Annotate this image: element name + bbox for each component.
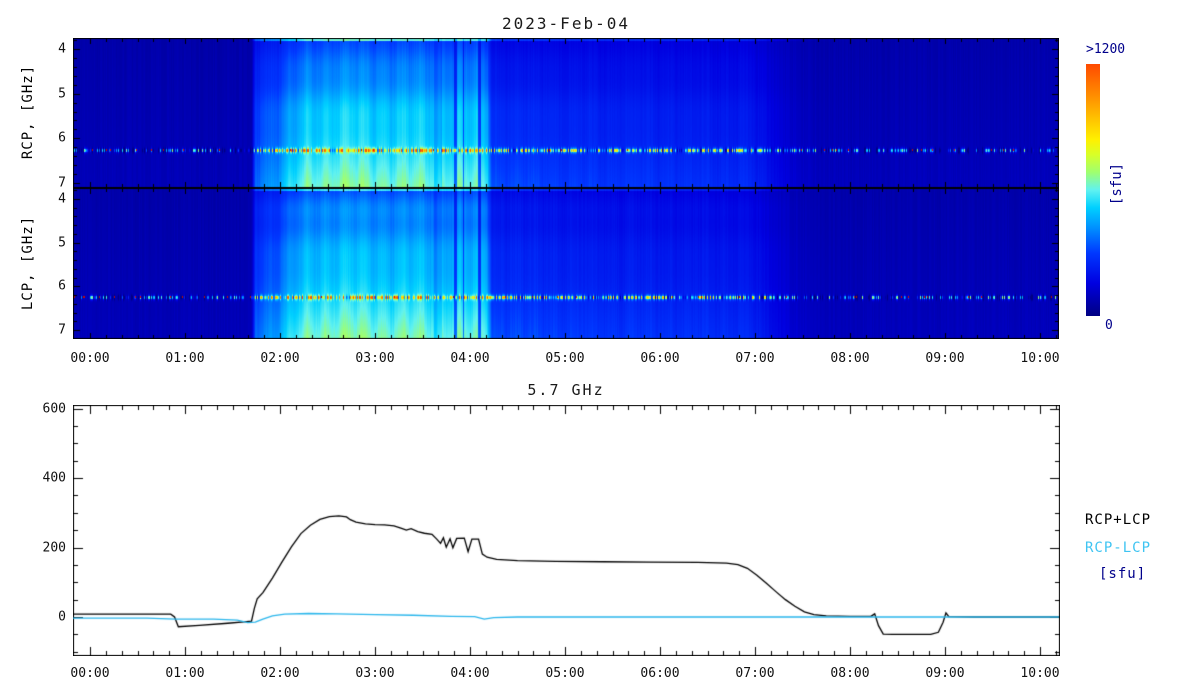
spectrogram-time-tick-label: 08:00: [830, 351, 870, 366]
flux-time-tick-label: 05:00: [545, 666, 585, 681]
flux-time-tick-label: 06:00: [640, 666, 680, 681]
rcp-freq-tick-label: 7: [58, 175, 66, 191]
spectrogram-time-tick-label: 07:00: [735, 351, 775, 366]
legend-flux-unit: [sfu]: [1099, 566, 1147, 582]
lcp-axis-label: LCP, [GHz]: [20, 215, 36, 311]
flux-time-tick-label: 09:00: [925, 666, 965, 681]
flux-time-tick-label: 03:00: [355, 666, 395, 681]
spectrogram-time-tick-label: 10:00: [1020, 351, 1060, 366]
spectrogram-canvas: [73, 38, 1059, 339]
rcp-axis-label: RCP, [GHz]: [20, 64, 36, 160]
spectrogram-time-tick-label: 01:00: [165, 351, 205, 366]
lcp-freq-tick-label: 6: [58, 278, 66, 294]
flux-time-tick-label: 02:00: [260, 666, 300, 681]
colorbar-min-label: 0: [1105, 318, 1113, 333]
lcp-freq-tick-label: 5: [58, 235, 66, 251]
colorbar: [1086, 64, 1100, 316]
lcp-freq-tick-label: 4: [58, 191, 66, 207]
flux-time-tick-label: 00:00: [70, 666, 110, 681]
flux-time-tick-label: 10:00: [1020, 666, 1060, 681]
colorbar-max-label: >1200: [1086, 42, 1126, 57]
spectrogram-time-tick-label: 04:00: [450, 351, 490, 366]
rcp-freq-tick-label: 4: [58, 41, 66, 57]
flux-time-tick-label: 08:00: [830, 666, 870, 681]
flux-y-tick-label: 400: [42, 470, 66, 486]
legend-rcp-plus-lcp: RCP+LCP: [1085, 512, 1152, 528]
flux-title: 5.7 GHz: [527, 381, 605, 399]
flux-canvas: [73, 405, 1060, 656]
colorbar-unit-label: [sfu]: [1109, 162, 1125, 206]
flux-time-tick-label: 04:00: [450, 666, 490, 681]
spectrogram-time-tick-label: 00:00: [70, 351, 110, 366]
rcp-freq-tick-label: 6: [58, 130, 66, 146]
rcp-freq-tick-label: 5: [58, 86, 66, 102]
spectrogram-time-tick-label: 03:00: [355, 351, 395, 366]
spectrogram-time-tick-label: 02:00: [260, 351, 300, 366]
spectrogram-title: 2023-Feb-04: [502, 14, 630, 33]
spectrogram-time-tick-label: 05:00: [545, 351, 585, 366]
lcp-freq-tick-label: 7: [58, 322, 66, 338]
legend-rcp-minus-lcp: RCP-LCP: [1085, 540, 1152, 556]
flux-time-tick-label: 07:00: [735, 666, 775, 681]
spectrogram-time-tick-label: 09:00: [925, 351, 965, 366]
flux-y-tick-label: 0: [58, 609, 66, 625]
flux-time-tick-label: 01:00: [165, 666, 205, 681]
flux-y-tick-label: 200: [42, 540, 66, 555]
spectrogram-time-tick-label: 06:00: [640, 351, 680, 366]
flux-y-tick-label: 600: [42, 401, 66, 416]
